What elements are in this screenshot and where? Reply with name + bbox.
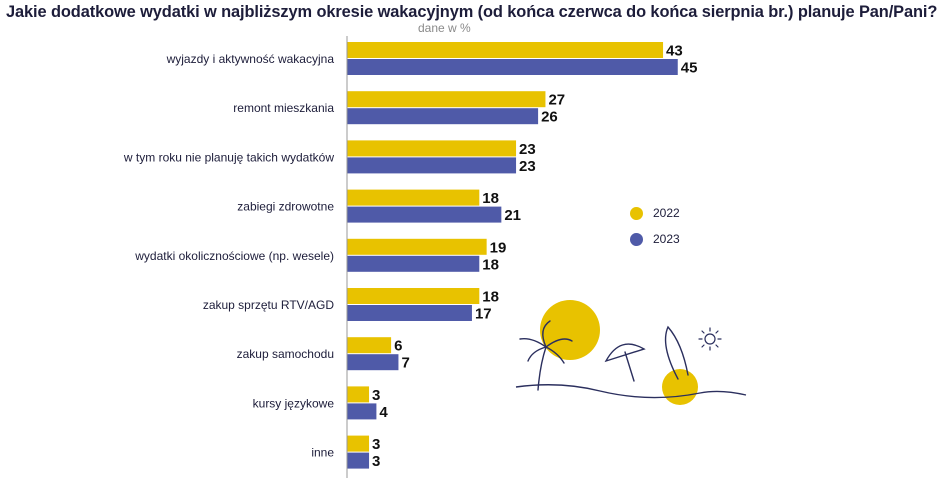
bar-2023 (347, 59, 678, 75)
bar-2022 (347, 42, 664, 58)
bar-2023 (347, 305, 472, 321)
data-label-2023: 3 (372, 453, 380, 470)
bar-2022 (347, 288, 480, 304)
category-label: zakup sprzętu RTV/AGD (203, 298, 334, 312)
beach-illustration (515, 300, 747, 405)
data-label-2022: 27 (548, 92, 565, 109)
data-label-2023: 45 (681, 60, 698, 77)
data-label-2022: 6 (394, 338, 402, 355)
data-label-2022: 3 (372, 387, 380, 404)
data-label-2022: 43 (666, 43, 683, 60)
surfboard-icon (664, 325, 689, 380)
legend-label-2022: 2022 (653, 206, 680, 220)
bar-2023 (347, 354, 399, 371)
legend: 2022 2023 (630, 206, 680, 258)
legend-swatch-2023 (630, 232, 643, 246)
legend-swatch-2022 (630, 206, 643, 220)
category-label: zabiegi zdrowotne (237, 200, 334, 214)
bar-2023 (347, 452, 370, 469)
sun-icon (540, 300, 600, 360)
ball-icon (662, 369, 698, 405)
data-label-2022: 18 (482, 289, 499, 306)
data-label-2022: 19 (490, 239, 507, 256)
bar-2023 (347, 108, 539, 125)
palm-tree-icon (519, 320, 573, 391)
data-label-2023: 7 (401, 355, 409, 372)
shoreline (515, 384, 747, 399)
data-label-2022: 3 (372, 436, 380, 453)
bar-2023 (347, 255, 480, 272)
data-label-2023: 21 (504, 207, 521, 224)
legend-label-2023: 2023 (653, 232, 680, 246)
category-label: wyjazdy i aktywność wakacyjna (166, 52, 335, 66)
category-label: w tym roku nie planuję takich wydatków (123, 150, 334, 164)
legend-item-2022: 2022 (630, 206, 680, 220)
category-label: kursy językowe (253, 396, 335, 410)
bar-2023 (347, 157, 517, 174)
category-label: wydatki okolicznościowe (np. wesele) (134, 249, 334, 263)
bar-2022 (347, 189, 480, 206)
data-label-2023: 4 (379, 404, 388, 421)
data-label-2023: 26 (541, 109, 558, 126)
bar-2022 (347, 386, 370, 403)
bar-2022 (347, 238, 487, 255)
category-label: zakup samochodu (237, 347, 334, 361)
umbrella-icon (604, 343, 646, 382)
category-label: inne (311, 446, 334, 460)
bar-2022 (347, 140, 517, 157)
data-label-2023: 17 (475, 306, 492, 323)
data-label-2022: 18 (482, 190, 499, 207)
data-label-2023: 23 (519, 158, 536, 175)
chart-title: Jakie dodatkowe wydatki w najbliższym ok… (6, 3, 938, 21)
data-label-2022: 23 (519, 141, 536, 158)
legend-item-2023: 2023 (630, 232, 680, 246)
bar-2023 (347, 206, 502, 223)
category-label: remont mieszkania (233, 101, 334, 115)
bar-2022 (347, 435, 370, 452)
small-sun-icon (698, 327, 722, 351)
data-label-2023: 18 (482, 256, 499, 273)
bar-2023 (347, 403, 377, 420)
bar-2022 (347, 91, 546, 108)
bar-2022 (347, 337, 392, 354)
chart-subtitle: dane w % (418, 21, 471, 35)
